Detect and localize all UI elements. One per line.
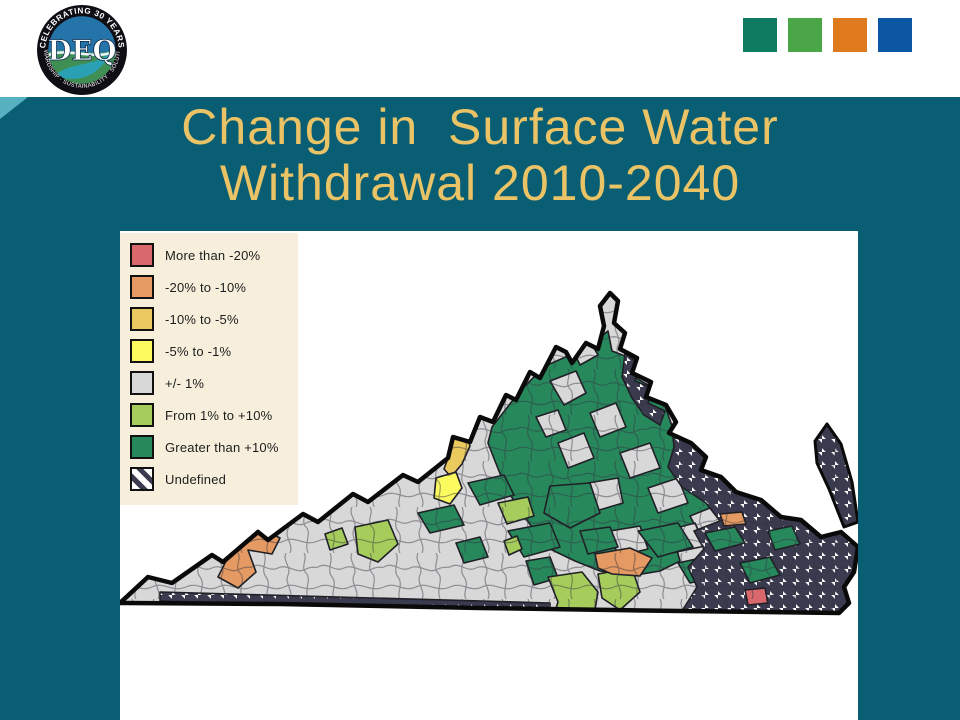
legend-item: -5% to -1% bbox=[130, 335, 298, 367]
legend-label: More than -20% bbox=[165, 247, 261, 263]
slide-title: Change in Surface Water Withdrawal 2010-2… bbox=[0, 99, 960, 211]
brand-square-teal-green bbox=[743, 18, 777, 52]
slide-title-line1: Change in Surface Water bbox=[181, 99, 779, 155]
legend-label: Undefined bbox=[165, 471, 227, 487]
legend-label: From 1% to +10% bbox=[165, 407, 273, 423]
legend-swatch bbox=[130, 403, 154, 427]
legend-swatch bbox=[130, 371, 154, 395]
legend-label: +/- 1% bbox=[165, 375, 205, 391]
brand-square-orange bbox=[833, 18, 867, 52]
legend-item: -10% to -5% bbox=[130, 303, 298, 335]
brand-square-green bbox=[788, 18, 822, 52]
legend-swatch bbox=[130, 467, 154, 491]
legend-swatch bbox=[130, 339, 154, 363]
legend-item: -20% to -10% bbox=[130, 271, 298, 303]
legend-label: -10% to -5% bbox=[165, 311, 239, 327]
legend-swatch bbox=[130, 243, 154, 267]
legend-item: +/- 1% bbox=[130, 367, 298, 399]
brand-square-blue bbox=[878, 18, 912, 52]
legend-label: Greater than +10% bbox=[165, 439, 279, 455]
legend-item: Greater than +10% bbox=[130, 431, 298, 463]
legend-label: -20% to -10% bbox=[165, 279, 247, 295]
slide-title-line2: Withdrawal 2010-2040 bbox=[219, 155, 741, 211]
state-outline bbox=[120, 290, 858, 616]
map-panel: More than -20% -20% to -10% -10% to -5% -5%… bbox=[120, 231, 858, 720]
legend-swatch bbox=[130, 435, 154, 459]
legend-item: From 1% to +10% bbox=[130, 399, 298, 431]
map-legend: More than -20% -20% to -10% -10% to -5% -5%… bbox=[120, 233, 298, 505]
logo-monogram: DEQ bbox=[48, 34, 117, 67]
header-squares bbox=[743, 18, 912, 52]
deq-logo: DEQ CELEBRATING 30 YEARS STEWARDSHIP · S… bbox=[36, 4, 127, 95]
legend-swatch bbox=[130, 307, 154, 331]
legend-label: -5% to -1% bbox=[165, 343, 232, 359]
legend-item: More than -20% bbox=[130, 239, 298, 271]
eastern-shore-outline bbox=[813, 422, 858, 529]
legend-item: Undefined bbox=[130, 463, 298, 495]
legend-swatch bbox=[130, 275, 154, 299]
